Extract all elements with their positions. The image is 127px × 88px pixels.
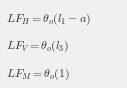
Text: $LF_M = \theta_o(1)$: $LF_M = \theta_o(1)$ [6,67,70,82]
Text: $LF_H = \theta_o(l_1 - a)$: $LF_H = \theta_o(l_1 - a)$ [6,12,91,27]
Text: $LF_V = \theta_o(l_3)$: $LF_V = \theta_o(l_3)$ [6,39,70,54]
